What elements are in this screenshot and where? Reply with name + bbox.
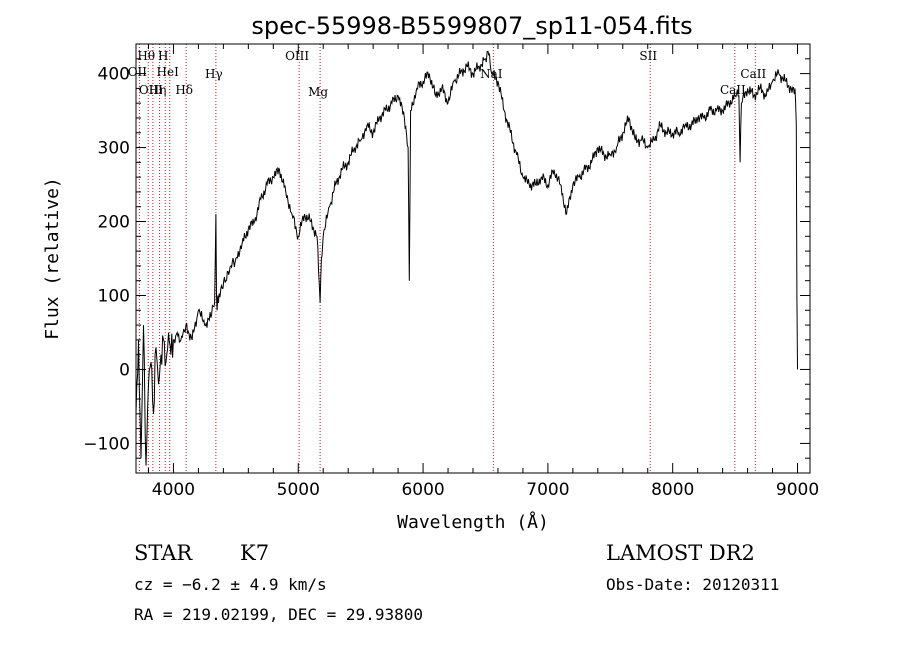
spectral-line-label: Hη [149,83,167,97]
y-tick-label: −100 [83,434,130,454]
y-tick-label: 400 [98,65,130,85]
ticks-group: 4000 5000 6000 7000 8000 9000 −100 0 100 200 300 40… [83,44,819,500]
footer-obsdate: Obs-Date: 20120311 [606,575,779,594]
y-tick-label: 200 [98,213,130,233]
y-tick-label: 100 [98,286,130,306]
spectral-line-label: Hθ [137,49,155,63]
x-tick-label: 6000 [401,480,444,500]
chart-title: spec-55998-B5599807_sp11-054.fits [251,12,692,40]
spectral-line-label: SII [639,49,657,63]
spectrum-series [135,50,798,466]
y-axis-label: Flux (relative) [42,177,63,340]
footer-object-type: STAR [134,541,193,565]
spectral-line-label: CaII [720,83,746,97]
x-tick-label: 9000 [776,480,819,500]
footer-cz: cz = −6.2 ± 4.9 km/s [134,575,327,594]
spectral-line-label: OIII [139,83,163,97]
spectral-line-label: H [158,49,168,63]
spectral-line-label: Hδ [175,83,193,97]
x-tick-label: 5000 [277,480,320,500]
footer-radec: RA = 219.02199, DEC = 29.93800 [134,605,423,624]
x-tick-label: 8000 [651,480,694,500]
y-tick-label: 300 [98,139,130,159]
y-tick-label: 0 [119,360,130,380]
spectral-line-label: OIII [285,49,309,63]
x-tick-label: 4000 [152,480,195,500]
spectral-line-label: Hγ [205,67,223,81]
footer-survey: LAMOST DR2 [606,541,755,565]
spectral-line-label: HeI [157,65,180,79]
spectral-line-label: CaII [740,67,766,81]
series-group [135,50,798,466]
spectral-line-label: OII [128,65,148,79]
footer-subclass: K7 [240,541,269,565]
x-tick-label: 7000 [526,480,569,500]
x-axis-label: Wavelength (Å) [397,511,549,533]
spectral-line-label: Mg [308,85,328,99]
